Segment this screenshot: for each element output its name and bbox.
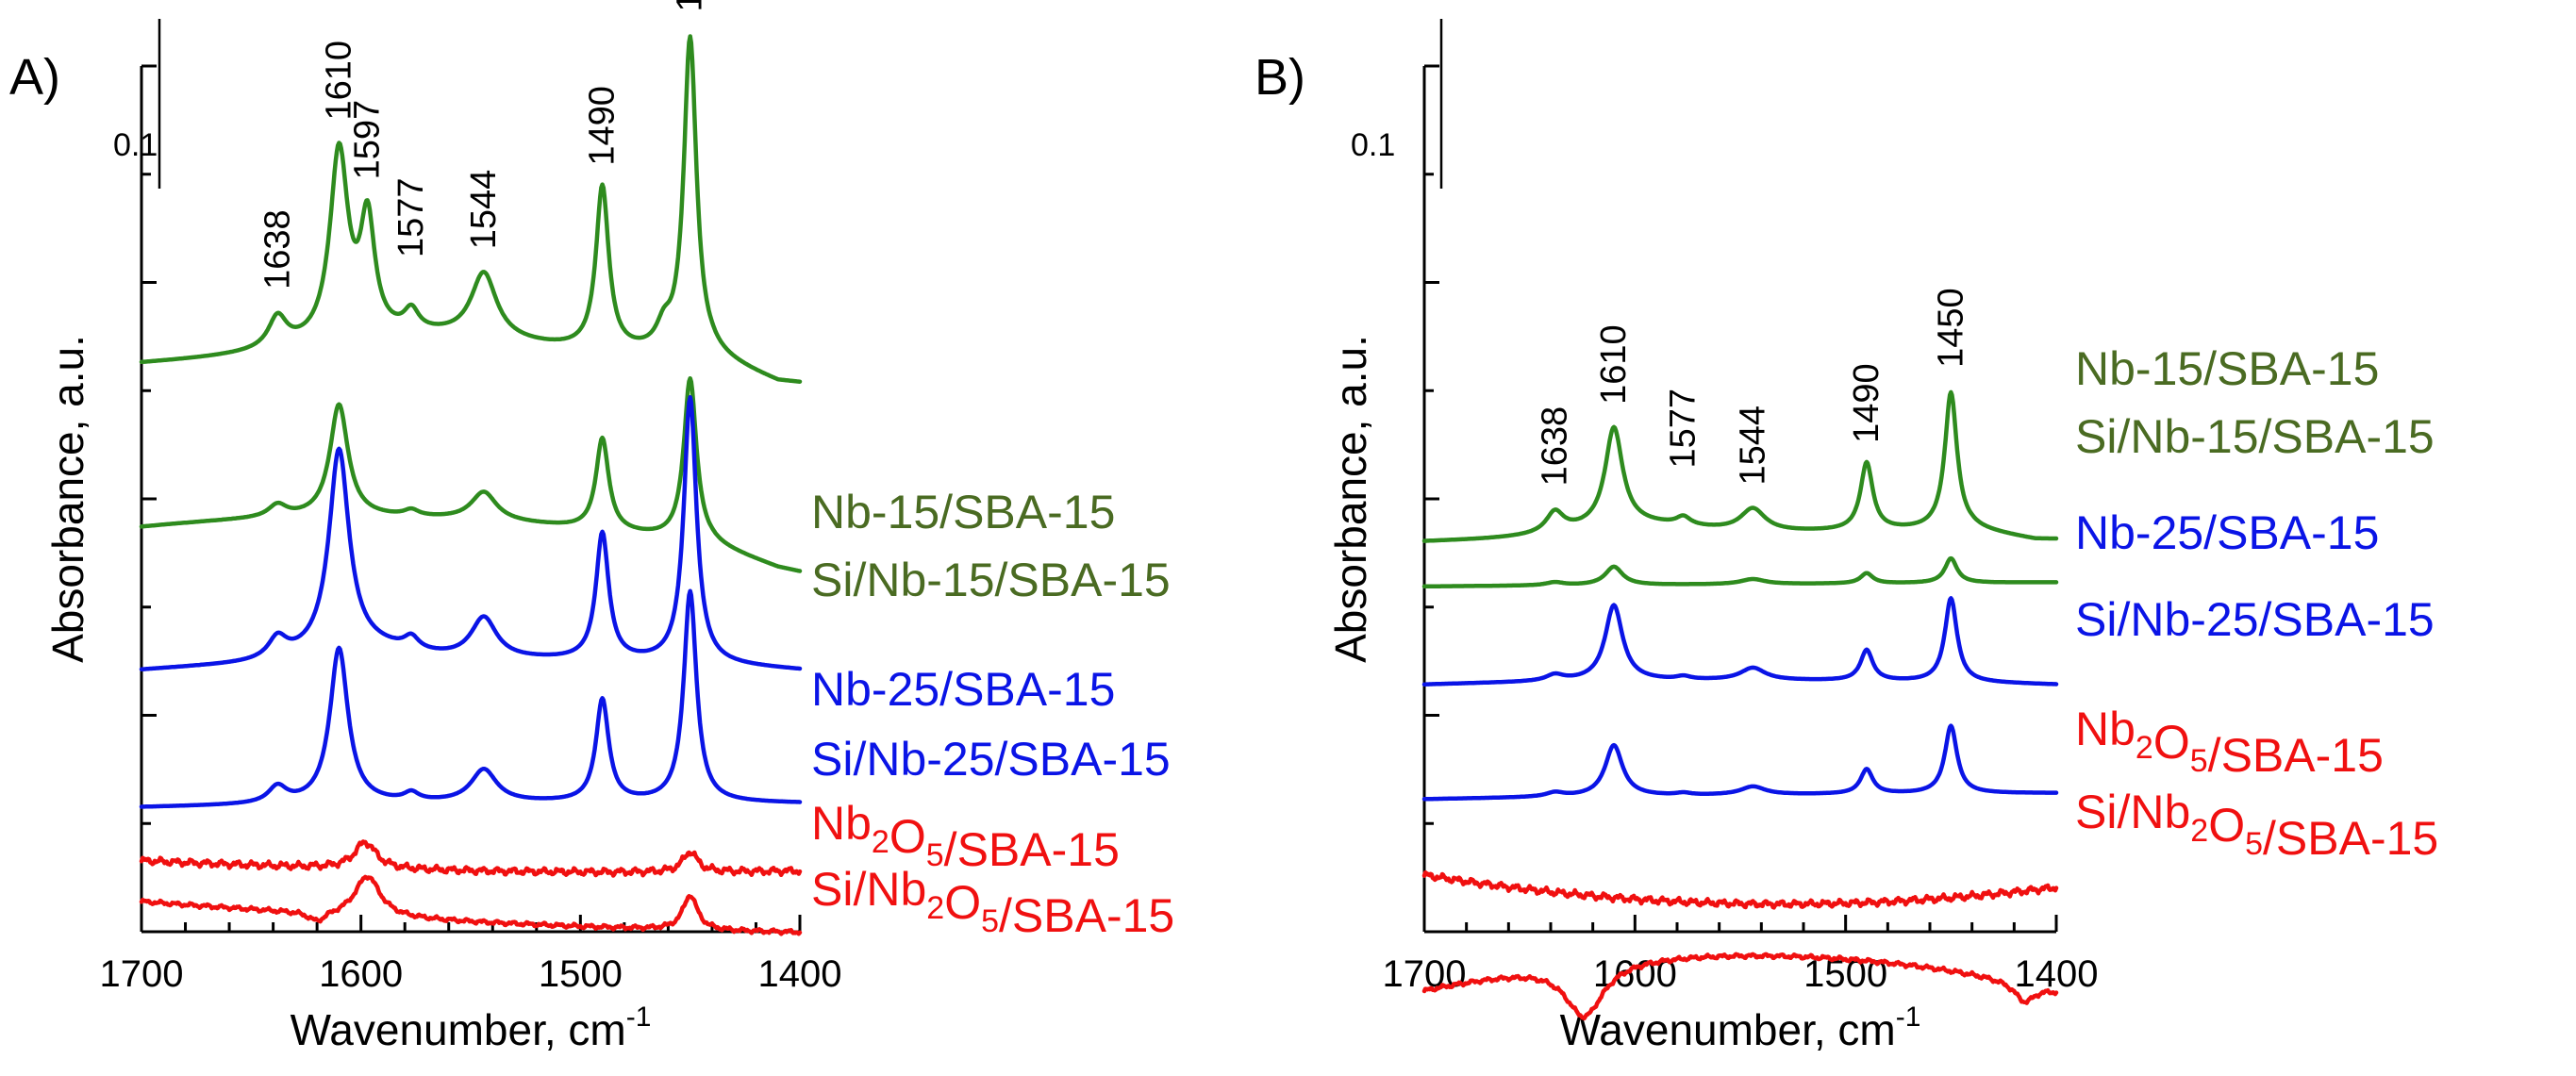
series-label-text: O [2153, 716, 2190, 769]
x-tick-label: 1400 [758, 953, 842, 995]
spectrum-curve [1421, 596, 2059, 687]
series-label-subscript: 5 [2190, 743, 2208, 779]
x-axis-title-superscript: -1 [626, 1002, 652, 1033]
spectrum-curve [139, 394, 803, 671]
peak-label: 1544 [1733, 406, 1772, 486]
series-label: Nb2O5/SBA-15 [811, 797, 1120, 876]
series-label-text: /SBA-15 [2208, 729, 2384, 782]
spectrum-curve [139, 874, 803, 936]
series-label-text: Nb [2075, 703, 2136, 755]
series-label-text: Si/Nb-15/SBA-15 [811, 554, 1171, 606]
panel-label: A) [9, 49, 60, 106]
series-label-text: Si/Nb [811, 863, 926, 916]
series-label-text: Si/Nb [2075, 786, 2190, 838]
y-axis-title: Absorbance, a.u. [43, 335, 92, 663]
series-label: Si/Nb2O5/SBA-15 [811, 863, 1174, 942]
peak-label: 1577 [1664, 389, 1703, 469]
spectrum-curve [1421, 952, 2059, 1021]
series-label-text: /SBA-15 [999, 889, 1174, 942]
series-label-subscript: 5 [2245, 826, 2263, 862]
series-label-subscript: 2 [2190, 813, 2208, 849]
spectrum-curve [139, 34, 803, 384]
series-label-text: Si/Nb-25/SBA-15 [811, 733, 1171, 786]
x-axis-title: Wavenumber, cm-1 [1560, 1002, 1921, 1054]
series-label: Si/Nb-15/SBA-15 [811, 554, 1171, 606]
spectrum-curve [139, 839, 803, 878]
series-label: Si/Nb-15/SBA-15 [2075, 410, 2435, 463]
peak-label: 1490 [583, 86, 623, 166]
series-label-text: Si/Nb-15/SBA-15 [2075, 410, 2435, 463]
series-label-subscript: 5 [926, 837, 944, 873]
x-axis-title: Wavenumber, cm-1 [291, 1002, 652, 1054]
series-label-text: Nb-15/SBA-15 [2075, 342, 2379, 395]
peak-label: 1610 [1594, 324, 1634, 405]
series-label-subscript: 2 [2136, 730, 2153, 766]
series-label-text: O [2208, 799, 2245, 852]
spectrum-curve [139, 375, 803, 573]
x-tick-label: 1500 [539, 953, 623, 995]
series-label-subscript: 2 [926, 890, 944, 926]
series-label-text: O [889, 810, 926, 863]
series-label-subscript: 2 [872, 824, 889, 860]
series-label: Si/Nb-25/SBA-15 [811, 733, 1171, 786]
x-tick-label: 1600 [319, 953, 403, 995]
series-label-text: Nb-25/SBA-15 [2075, 506, 2379, 559]
x-tick-label: 1700 [100, 953, 184, 995]
spectrum-curve [1421, 389, 2059, 543]
peak-label: 1450 [1931, 288, 1970, 368]
series-label-text: O [944, 876, 981, 929]
peak-label: 1597 [348, 100, 388, 180]
peak-label: 1610 [319, 41, 358, 121]
series-label: Nb-25/SBA-15 [2075, 506, 2379, 559]
series-label-text: /SBA-15 [944, 823, 1120, 876]
x-axis-title-superscript: -1 [1896, 1002, 1921, 1033]
spectrum-curve [139, 588, 803, 809]
series-label-text: Nb [811, 797, 872, 850]
series-label-subscript: 5 [981, 903, 999, 939]
spectrum-curve [1421, 723, 2059, 802]
series-label: Nb-15/SBA-15 [2075, 342, 2379, 395]
series-label-text: Nb-15/SBA-15 [811, 486, 1115, 538]
series-label: Si/Nb2O5/SBA-15 [2075, 786, 2438, 865]
spectrum-curve [1421, 555, 2059, 589]
peak-label: 1450 [671, 0, 710, 12]
peak-label: 1638 [1536, 406, 1575, 487]
series-label-text: Nb-25/SBA-15 [811, 663, 1115, 716]
series-label: Si/Nb-25/SBA-15 [2075, 593, 2435, 646]
series-label-text: Si/Nb-25/SBA-15 [2075, 593, 2435, 646]
peak-label: 1544 [464, 170, 504, 250]
series-label: Nb-25/SBA-15 [811, 663, 1115, 716]
peak-label: 1490 [1847, 363, 1886, 443]
series-label: Nb-15/SBA-15 [811, 486, 1115, 538]
scale-bar-label: 0.1 [1351, 127, 1395, 163]
series-label-text: /SBA-15 [2263, 812, 2438, 865]
y-axis-title: Absorbance, a.u. [1326, 335, 1375, 663]
panel-label: B) [1255, 49, 1305, 106]
peak-label: 1638 [258, 209, 297, 290]
series-label: Nb2O5/SBA-15 [2075, 703, 2384, 782]
scale-bar-label: 0.1 [113, 127, 158, 163]
spectrum-curve [1421, 869, 2059, 910]
peak-label: 1577 [391, 177, 431, 257]
panel-a: 1700 1600 1500 1400 Wavenumber, cm-1 Absorban… [9, 0, 1174, 1054]
x-tick-label: 1400 [2015, 953, 2099, 995]
